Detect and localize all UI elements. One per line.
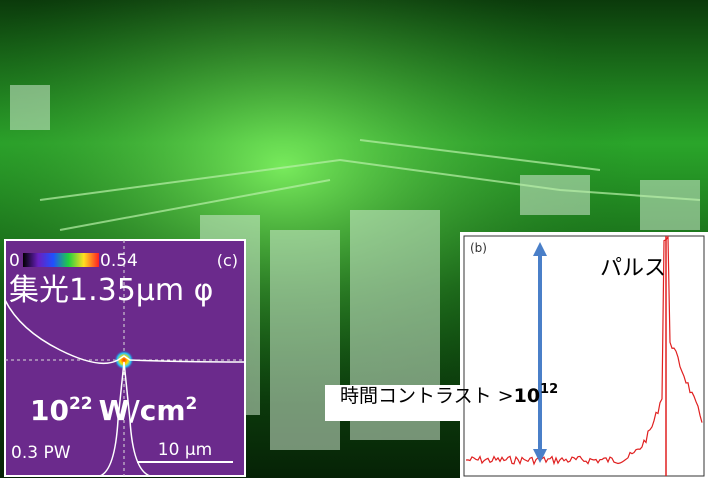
intensity-exponent: 22: [69, 394, 93, 414]
power-label: 0.3 PW: [11, 443, 71, 463]
inset-b: (b) パルス: [460, 232, 708, 478]
contrast-plot: [460, 232, 708, 478]
contrast-exponent: 12: [540, 382, 558, 397]
contrast-base: 10: [514, 385, 540, 407]
contrast-label: 時間コントラスト >1012: [340, 382, 558, 407]
panel-label: (c): [217, 251, 238, 270]
contrast-text: 時間コントラスト >: [340, 385, 514, 407]
panel-label: (b): [470, 241, 487, 255]
pulse-label: パルス: [600, 256, 666, 281]
inset-c: 0 0.54 (c) 集光1.35μm φ 1022 W/cm2 0.3 PW 1…: [5, 240, 245, 476]
intensity-unit-exponent: 2: [186, 394, 198, 414]
intensity-unit: W/cm: [99, 394, 186, 427]
composite-figure: 0 0.54 (c) 集光1.35μm φ 1022W/cm2 0.3 PW 1…: [0, 0, 708, 478]
focus-label: 集光1.35μm φ: [9, 273, 213, 308]
scale-label: 10 μm: [158, 440, 212, 460]
colorbar: [23, 253, 99, 267]
intensity-base: 10: [30, 394, 69, 427]
colorbar-min: 0: [9, 251, 20, 271]
intensity-label: 1022 W/cm2: [30, 394, 197, 427]
colorbar-max: 0.54: [100, 251, 138, 271]
